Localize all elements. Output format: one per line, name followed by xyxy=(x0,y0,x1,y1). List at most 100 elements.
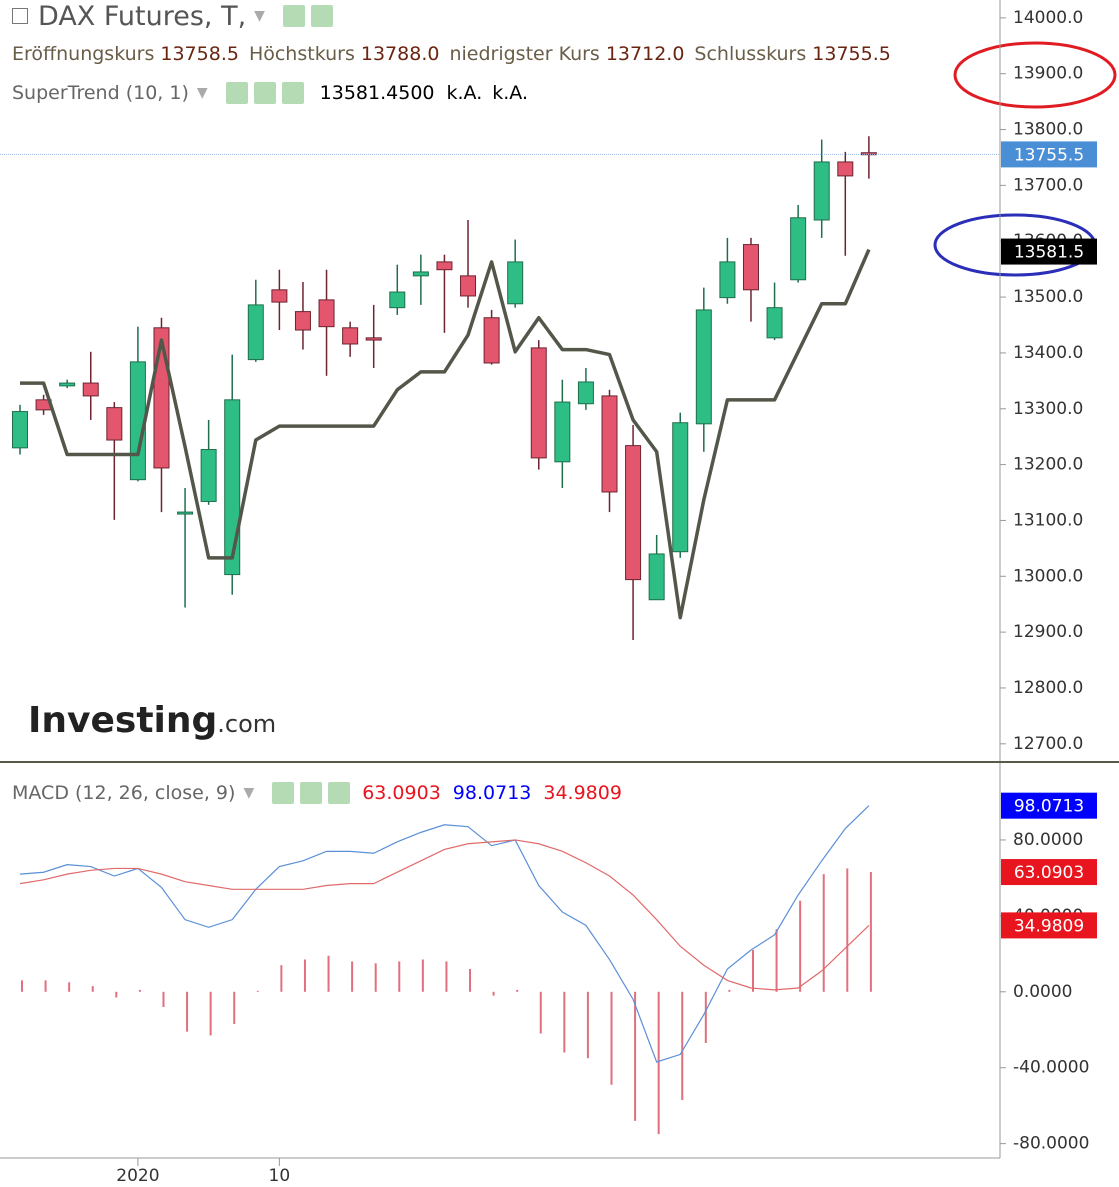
candle-body xyxy=(695,309,712,425)
candle-body xyxy=(648,553,665,601)
settings-icon[interactable] xyxy=(310,5,333,27)
histogram-bar xyxy=(657,991,660,1135)
histogram-bar xyxy=(634,991,637,1121)
candle-body xyxy=(294,311,311,331)
settings-icon[interactable] xyxy=(253,82,276,104)
legend-value: 13755.5 xyxy=(812,43,891,65)
candle-body xyxy=(577,381,594,405)
candle-body xyxy=(153,327,170,469)
candle-body xyxy=(837,161,854,177)
macd-line xyxy=(19,839,870,991)
y-tick-label: 13100.0 xyxy=(1013,510,1083,530)
watermark: Investing .com xyxy=(12,699,277,741)
histogram-bar xyxy=(469,969,472,992)
collapse-box[interactable] xyxy=(12,8,28,24)
y-tick-label: 0.0000 xyxy=(1013,982,1072,1002)
candle-body xyxy=(365,337,382,341)
eye-icon[interactable] xyxy=(225,82,248,104)
macd-line xyxy=(19,805,870,1063)
histogram-bar xyxy=(280,965,283,992)
candle-body xyxy=(224,399,241,576)
candle-body xyxy=(601,395,618,493)
eye-icon[interactable] xyxy=(272,782,295,804)
histogram-bar xyxy=(209,991,212,1036)
watermark-brand: Investing xyxy=(28,699,218,741)
histogram-bar xyxy=(822,874,825,992)
candle-body xyxy=(436,261,453,271)
candle-body xyxy=(200,449,217,502)
y-tick-label: 13000.0 xyxy=(1013,566,1083,586)
candle-body xyxy=(672,422,689,553)
candle-body xyxy=(742,244,759,291)
histogram-bar xyxy=(563,991,566,1053)
histogram-bar xyxy=(799,900,802,992)
eye-icon[interactable] xyxy=(282,5,305,27)
x-tick-label: 10 xyxy=(269,1166,291,1186)
price-tag xyxy=(1001,792,1097,819)
histogram-bar xyxy=(445,961,448,992)
candle-body xyxy=(412,271,429,277)
candle-body xyxy=(625,445,642,581)
macd-title: MACD (12, 26, close, 9) xyxy=(12,782,236,804)
histogram-bar xyxy=(44,980,47,992)
price-tag xyxy=(1001,912,1097,939)
legend-value: 13788.0 xyxy=(360,43,440,65)
price-tag xyxy=(1001,859,1097,886)
candle-body xyxy=(460,275,477,297)
indicator-value: k.A. xyxy=(492,82,528,104)
y-tick-label: -40.0000 xyxy=(1013,1058,1089,1078)
histogram-bar xyxy=(539,991,542,1034)
dropdown[interactable]: ▼ xyxy=(243,785,255,801)
indicator-name: SuperTrend (10, 1) xyxy=(12,82,189,104)
annotation-circle xyxy=(953,41,1117,109)
dropdown[interactable]: ▼ xyxy=(254,8,265,24)
candle-body xyxy=(719,261,736,299)
legend-label: Eröffnungskurs xyxy=(12,43,155,65)
settings-icon[interactable] xyxy=(300,782,323,804)
macd-legend-value: 63.0903 xyxy=(362,782,441,804)
indicator-value: k.A. xyxy=(446,82,483,104)
candle-body xyxy=(813,161,830,221)
histogram-bar xyxy=(327,955,330,992)
candle-body xyxy=(790,217,807,281)
macd-legend-value: 34.9809 xyxy=(543,782,622,804)
dropdown[interactable]: ▼ xyxy=(196,85,208,101)
candle-body xyxy=(247,304,264,361)
macd-legend: 63.0903 98.0713 34.9809 xyxy=(362,782,622,804)
candle-body xyxy=(389,291,406,309)
histogram-bar xyxy=(775,929,778,992)
legend-label: Höchstkurs xyxy=(248,43,355,65)
histogram-bar xyxy=(398,961,401,992)
candle-body xyxy=(82,382,99,397)
candle-body xyxy=(483,317,500,364)
y-tick-label: 13700.0 xyxy=(1013,175,1083,195)
title-row: DAX Futures, T, ▼ xyxy=(12,0,339,32)
y-tick-label: 12700.0 xyxy=(1013,734,1083,754)
histogram-bar xyxy=(492,991,495,996)
x-tick-label: 2020 xyxy=(116,1166,159,1186)
price-tag-label: 13581.5 xyxy=(1014,243,1084,263)
remove-icon[interactable] xyxy=(281,82,304,104)
price-tag xyxy=(1001,238,1097,265)
candle-body xyxy=(530,347,547,459)
remove-icon[interactable] xyxy=(328,782,351,804)
histogram-bar xyxy=(516,989,519,992)
legend-value: 13712.0 xyxy=(605,43,685,65)
chart-title: DAX Futures, T, xyxy=(38,0,247,32)
indicator-row: SuperTrend (10, 1) ▼ 13581.4500 k.A. k.A… xyxy=(12,79,528,107)
price-tag-label: 34.9809 xyxy=(1014,916,1084,936)
y-tick-label: 13900.0 xyxy=(1013,64,1083,84)
histogram-bar xyxy=(351,961,354,992)
histogram-bar xyxy=(138,989,141,992)
supertrend-line xyxy=(20,248,871,620)
price-tag-label: 13755.5 xyxy=(1014,145,1084,165)
legend-value: 13758.5 xyxy=(160,43,239,65)
histogram-bar xyxy=(846,868,849,992)
candle-body xyxy=(554,401,571,463)
histogram-bar xyxy=(162,991,165,1007)
candle-body xyxy=(59,382,76,387)
y-tick-label: 13200.0 xyxy=(1013,455,1083,475)
watermark-suffix: .com xyxy=(217,710,277,738)
candle-body xyxy=(342,327,359,345)
